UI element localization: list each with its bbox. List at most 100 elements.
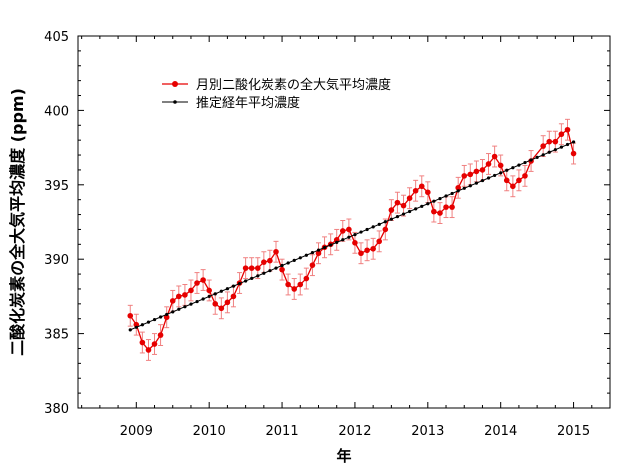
data-point-monthly	[267, 257, 273, 264]
data-point-monthly	[510, 183, 516, 190]
legend-label-monthly: 月別二酸化炭素の全大気平均濃度	[196, 77, 391, 93]
data-point-monthly	[382, 226, 389, 233]
data-point-trend	[171, 310, 175, 314]
data-point-trend	[128, 328, 132, 332]
data-point-monthly	[412, 187, 419, 194]
data-point-monthly	[516, 177, 522, 184]
data-point-trend	[329, 243, 333, 247]
data-point-monthly	[443, 204, 449, 210]
data-point-monthly	[133, 321, 140, 328]
data-point-monthly	[200, 277, 206, 283]
series-monthly-line	[129, 128, 575, 351]
y-axis-label: 二酸化炭素の全大気平均濃度 (ppm)	[8, 88, 27, 356]
data-point-trend	[304, 253, 308, 257]
x-axis: 2009 2010 2011 2012 2013 2014 2015	[81, 36, 611, 439]
data-point-trend	[377, 222, 381, 226]
data-point-monthly	[224, 299, 231, 306]
data-point-trend	[262, 271, 266, 275]
data-point-trend	[438, 196, 442, 201]
data-point-trend	[365, 227, 369, 232]
data-point-trend	[408, 209, 412, 214]
data-point-trend	[310, 251, 315, 255]
data-point-trend	[177, 307, 181, 311]
data-point-monthly	[303, 275, 310, 282]
data-point-monthly	[163, 314, 170, 321]
y-tick-label: 400	[44, 104, 69, 119]
data-point-monthly	[194, 280, 200, 286]
data-point-trend	[474, 181, 479, 185]
data-point-trend	[371, 225, 375, 229]
data-point-monthly	[370, 245, 376, 252]
data-point-trend	[231, 284, 236, 288]
data-point-trend	[553, 148, 557, 152]
data-point-trend	[395, 215, 400, 219]
data-point-monthly	[297, 281, 304, 288]
data-point-monthly	[273, 248, 279, 255]
data-point-trend	[450, 191, 454, 196]
data-point-trend	[523, 160, 527, 165]
data-point-trend	[322, 245, 327, 250]
data-point-monthly	[206, 287, 212, 294]
x-tick-label: 2009	[120, 424, 153, 439]
data-point-monthly	[540, 143, 546, 149]
data-point-trend	[280, 263, 284, 268]
data-point-trend	[353, 233, 357, 237]
data-point-trend	[565, 142, 570, 147]
data-point-trend	[535, 155, 539, 160]
data-point-trend	[298, 256, 302, 260]
data-point-monthly	[315, 250, 322, 257]
data-point-trend	[547, 150, 551, 154]
legend-marker-monthly	[172, 81, 178, 87]
data-point-trend	[335, 240, 339, 244]
data-point-trend	[383, 220, 387, 224]
data-point-trend	[426, 202, 430, 206]
data-point-monthly	[242, 265, 249, 271]
data-point-monthly	[285, 281, 291, 288]
data-point-monthly	[485, 161, 492, 167]
data-point-trend	[140, 323, 144, 327]
data-point-trend	[134, 325, 138, 329]
data-point-trend	[444, 194, 448, 198]
data-point-trend	[432, 199, 436, 203]
series-trend	[128, 140, 576, 332]
data-point-monthly	[279, 266, 285, 273]
data-point-trend	[268, 269, 272, 273]
series-monthly-co2	[127, 118, 577, 361]
data-point-monthly	[145, 347, 152, 353]
data-point-monthly	[522, 173, 528, 179]
data-point-monthly	[364, 247, 370, 254]
data-point-monthly	[388, 207, 395, 213]
data-point-trend	[201, 297, 205, 301]
data-point-monthly	[248, 265, 255, 271]
data-point-monthly	[503, 177, 510, 184]
y-tick-label: 380	[44, 402, 69, 417]
data-point-trend	[414, 207, 418, 211]
data-point-trend	[541, 153, 545, 157]
data-point-trend	[183, 305, 187, 309]
series-layer	[127, 118, 577, 361]
data-point-trend	[250, 276, 254, 280]
data-point-trend	[529, 158, 533, 162]
data-point-trend	[493, 173, 497, 178]
y-tick-label: 390	[44, 253, 69, 268]
data-point-monthly	[467, 171, 474, 178]
data-point-trend	[462, 186, 466, 190]
y-tick-label: 395	[44, 179, 69, 194]
data-point-monthly	[491, 153, 498, 160]
y-tick-label: 385	[44, 328, 69, 343]
data-point-monthly	[230, 293, 237, 300]
data-point-monthly	[309, 262, 316, 268]
legend-marker-trend	[173, 100, 177, 104]
data-point-monthly	[449, 204, 455, 210]
data-point-trend	[292, 258, 296, 262]
data-point-trend	[195, 299, 199, 304]
data-point-monthly	[127, 312, 134, 319]
x-tick-label: 2014	[484, 424, 517, 439]
x-tick-label: 2010	[193, 424, 226, 439]
data-point-monthly	[261, 259, 267, 265]
x-tick-label: 2013	[411, 424, 444, 439]
x-axis-label: 年	[336, 447, 351, 465]
data-point-trend	[420, 204, 424, 208]
